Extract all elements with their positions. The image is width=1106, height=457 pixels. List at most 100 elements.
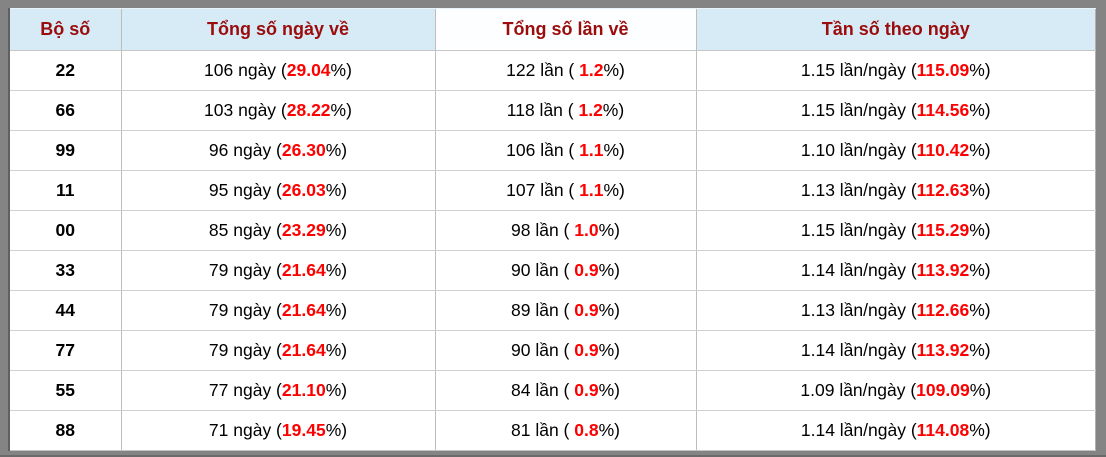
frequency-text: 1.09 lần/ngày (	[800, 380, 917, 400]
total-days-cell: 96 ngày (26.30%)	[120, 130, 435, 171]
total-days-cell: 85 ngày (23.29%)	[120, 210, 435, 251]
days-suffix: %)	[330, 60, 352, 80]
frequency-text: 1.10 lần/ngày (	[800, 140, 917, 160]
number-set-cell: 99	[9, 130, 121, 171]
table-row: 66 103 ngày (28.22%) 118 lần ( 1.2%) 1.1…	[9, 90, 1096, 131]
days-suffix: %)	[330, 100, 352, 120]
times-text: 118 lần (	[506, 100, 579, 120]
times-text: 89 lần (	[511, 300, 575, 320]
total-times-cell: 106 lần ( 1.1%)	[434, 130, 696, 171]
number-set-cell: 66	[9, 90, 121, 131]
days-text: 79 ngày (	[208, 340, 282, 360]
frequency-text: 1.13 lần/ngày (	[800, 300, 917, 320]
days-text: 71 ngày (	[208, 420, 282, 440]
frequency-percent: 115.09	[916, 60, 970, 80]
frequency-cell: 1.14 lần/ngày (114.08%)	[695, 410, 1096, 451]
total-times-cell: 90 lần ( 0.9%)	[434, 250, 696, 291]
frequency-suffix: %)	[969, 180, 991, 200]
number-set-cell: 77	[9, 330, 121, 371]
frequency-percent: 110.42	[916, 140, 970, 160]
days-percent: 23.29	[281, 220, 326, 240]
total-days-cell: 79 ngày (21.64%)	[120, 250, 435, 291]
frame-bottom-edge	[0, 455, 1106, 457]
frequency-text: 1.13 lần/ngày (	[800, 180, 917, 200]
times-percent: 0.8	[574, 420, 599, 440]
frequency-text: 1.15 lần/ngày (	[800, 60, 917, 80]
days-suffix: %)	[325, 140, 348, 160]
days-suffix: %)	[325, 420, 348, 440]
times-suffix: %)	[598, 420, 620, 440]
col-header-tong-so-lan-ve[interactable]: Tổng số lần về	[434, 8, 696, 51]
frequency-suffix: %)	[969, 260, 991, 280]
number-set-cell: 55	[9, 370, 121, 411]
days-percent: 21.64	[281, 260, 326, 280]
number-set-value: 66	[55, 100, 75, 120]
number-set-value: 55	[55, 380, 75, 400]
times-text: 107 lần (	[506, 180, 580, 200]
table-row: 77 79 ngày (21.64%) 90 lần ( 0.9%) 1.14 …	[9, 330, 1096, 371]
number-set-cell: 33	[9, 250, 121, 291]
frequency-percent: 113.92	[916, 260, 970, 280]
number-set-value: 00	[55, 220, 75, 240]
times-suffix: %)	[598, 340, 620, 360]
frequency-percent: 115.29	[916, 220, 970, 240]
frequency-suffix: %)	[969, 300, 991, 320]
times-text: 122 lần (	[506, 60, 580, 80]
frequency-suffix: %)	[969, 220, 991, 240]
times-percent: 0.9	[574, 340, 599, 360]
col-header-tong-so-ngay-ve[interactable]: Tổng số ngày về	[120, 8, 435, 51]
col-header-tan-so-theo-ngay[interactable]: Tần số theo ngày	[695, 8, 1096, 51]
total-times-cell: 84 lần ( 0.9%)	[434, 370, 696, 411]
days-percent: 28.22	[286, 100, 331, 120]
days-percent: 29.04	[286, 60, 331, 80]
frequency-suffix: %)	[969, 340, 991, 360]
days-text: 95 ngày (	[208, 180, 282, 200]
total-days-cell: 79 ngày (21.64%)	[120, 290, 435, 331]
frequency-cell: 1.14 lần/ngày (113.92%)	[695, 250, 1096, 291]
days-percent: 19.45	[281, 420, 326, 440]
total-days-cell: 103 ngày (28.22%)	[120, 90, 435, 131]
times-suffix: %)	[598, 260, 620, 280]
days-text: 85 ngày (	[208, 220, 282, 240]
total-times-cell: 107 lần ( 1.1%)	[434, 170, 696, 211]
number-set-value: 99	[55, 140, 75, 160]
total-times-cell: 122 lần ( 1.2%)	[434, 50, 696, 91]
number-set-value: 33	[55, 260, 75, 280]
times-text: 90 lần (	[511, 340, 575, 360]
frequency-suffix: %)	[969, 140, 991, 160]
times-percent: 0.9	[574, 260, 599, 280]
number-set-cell: 22	[9, 50, 121, 91]
table-header: Bộ số Tổng số ngày về Tổng số lần về Tần…	[9, 8, 1096, 51]
table-row: 00 85 ngày (23.29%) 98 lần ( 1.0%) 1.15 …	[9, 210, 1096, 251]
number-set-value: 88	[55, 420, 75, 440]
total-times-cell: 81 lần ( 0.8%)	[434, 410, 696, 451]
times-suffix: %)	[603, 140, 625, 160]
total-days-cell: 71 ngày (19.45%)	[120, 410, 435, 451]
days-percent: 26.03	[281, 180, 326, 200]
total-days-cell: 106 ngày (29.04%)	[120, 50, 435, 91]
frequency-cell: 1.14 lần/ngày (113.92%)	[695, 330, 1096, 371]
times-percent: 1.2	[579, 60, 604, 80]
days-suffix: %)	[325, 220, 348, 240]
frequency-percent: 112.63	[916, 180, 970, 200]
times-text: 84 lần (	[511, 380, 575, 400]
frequency-percent: 114.08	[916, 420, 970, 440]
days-suffix: %)	[325, 260, 348, 280]
times-percent: 0.9	[574, 380, 599, 400]
table-row: 22 106 ngày (29.04%) 122 lần ( 1.2%) 1.1…	[9, 50, 1096, 91]
times-text: 81 lần (	[511, 420, 575, 440]
days-text: 106 ngày (	[204, 60, 287, 80]
table-row: 11 95 ngày (26.03%) 107 lần ( 1.1%) 1.13…	[9, 170, 1096, 211]
col-header-bo-so[interactable]: Bộ số	[9, 8, 121, 51]
table-row: 55 77 ngày (21.10%) 84 lần ( 0.9%) 1.09 …	[9, 370, 1096, 411]
times-text: 90 lần (	[511, 260, 575, 280]
number-set-value: 22	[55, 60, 75, 80]
number-set-value: 11	[56, 180, 75, 200]
days-text: 96 ngày (	[208, 140, 282, 160]
days-suffix: %)	[325, 300, 348, 320]
frequency-percent: 109.09	[916, 380, 970, 400]
frequency-cell: 1.15 lần/ngày (115.09%)	[695, 50, 1096, 91]
table-body: 22 106 ngày (29.04%) 122 lần ( 1.2%) 1.1…	[9, 50, 1096, 451]
frequency-percent: 113.92	[916, 340, 970, 360]
